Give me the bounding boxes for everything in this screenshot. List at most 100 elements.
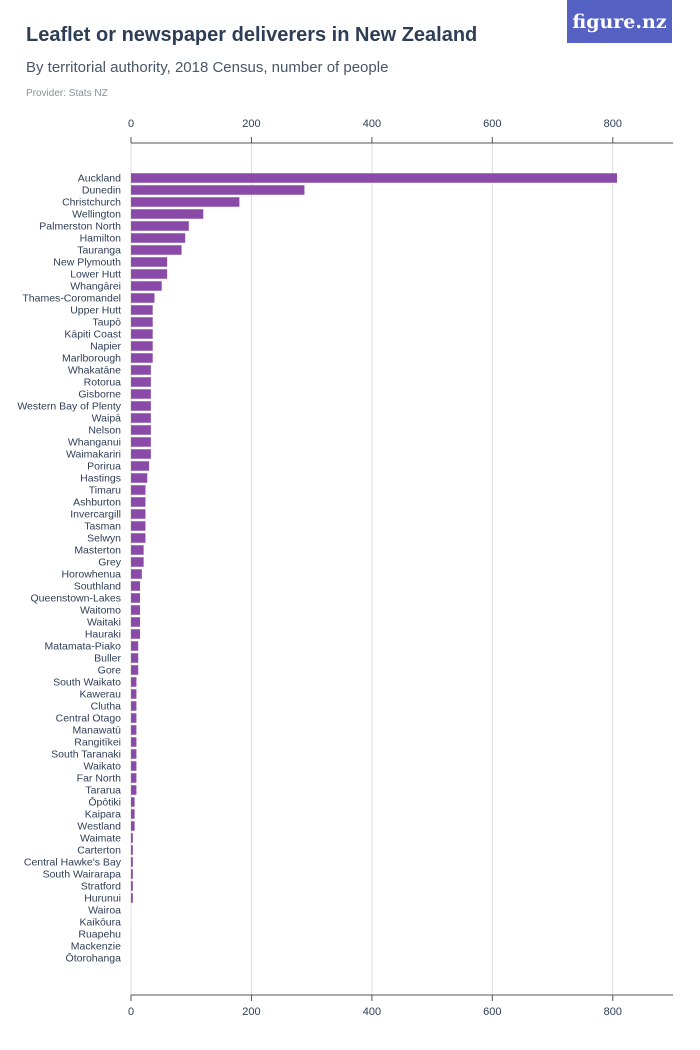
bar <box>131 413 151 423</box>
bar <box>131 497 146 507</box>
bar <box>131 437 151 447</box>
category-label: Wellington <box>72 209 121 221</box>
bar <box>131 797 135 807</box>
category-label: Westland <box>77 821 121 833</box>
bar <box>131 821 135 831</box>
category-label: Hurunui <box>84 893 121 905</box>
category-label: Lower Hutt <box>70 269 121 281</box>
category-label: Manawatū <box>73 725 122 737</box>
category-label: Marlborough <box>62 353 121 365</box>
category-label: Ōtorohanga <box>66 953 122 965</box>
category-label: Whakatāne <box>68 365 121 377</box>
category-label: Masterton <box>74 545 121 557</box>
category-label: Matamata-Piako <box>45 641 122 653</box>
category-label: Selwyn <box>87 533 121 545</box>
category-label: Invercargill <box>70 509 121 521</box>
bar <box>131 389 151 399</box>
chart-subtitle: By territorial authority, 2018 Census, n… <box>26 59 389 76</box>
category-label: Hastings <box>80 473 121 485</box>
bar <box>131 605 141 615</box>
bar <box>131 425 151 435</box>
bar <box>131 701 137 711</box>
bar <box>131 341 153 351</box>
category-label: Hamilton <box>80 233 122 245</box>
bar <box>131 569 142 579</box>
top-axis-tick-label: 400 <box>363 118 381 130</box>
category-label: Whanganui <box>68 437 121 449</box>
bar <box>131 221 189 231</box>
category-label: Buller <box>94 653 121 665</box>
category-label: Central Otago <box>56 713 122 725</box>
bar <box>131 593 141 603</box>
category-label: Palmerston North <box>39 221 121 233</box>
bar <box>131 377 151 387</box>
category-label: Horowhenua <box>61 569 121 581</box>
bar <box>131 173 617 183</box>
bar <box>131 893 133 903</box>
category-label: South Taranaki <box>51 749 121 761</box>
bar <box>131 545 144 555</box>
top-axis-tick-label: 0 <box>128 118 134 130</box>
bar <box>131 269 168 279</box>
category-label: Hauraki <box>85 629 121 641</box>
category-label: Gore <box>98 665 122 677</box>
category-label: Southland <box>74 581 121 593</box>
category-label: Kaipara <box>85 809 121 821</box>
bar <box>131 209 204 219</box>
bar <box>131 857 133 867</box>
provider-note: Provider: Stats NZ <box>26 88 108 99</box>
category-label: Ōpōtiki <box>88 797 121 809</box>
bottom-axis-tick-label: 0 <box>128 1006 134 1018</box>
category-label: Far North <box>77 773 122 785</box>
category-label: Carterton <box>77 845 121 857</box>
bar <box>131 785 137 795</box>
category-label: Tararua <box>85 785 121 797</box>
category-label: Upper Hutt <box>70 305 121 317</box>
bar <box>131 881 133 891</box>
category-label: Taupō <box>92 317 121 329</box>
bottom-axis-tick-label: 200 <box>242 1006 260 1018</box>
category-label: Waimakariri <box>66 449 121 461</box>
top-axis-tick-label: 800 <box>604 118 622 130</box>
bar <box>131 629 141 639</box>
bar <box>131 317 153 327</box>
category-label: Clutha <box>91 701 122 713</box>
bar <box>131 557 144 567</box>
category-label: Queenstown-Lakes <box>31 593 121 605</box>
category-label: Waimate <box>80 833 121 845</box>
category-label: Waikato <box>83 761 121 773</box>
category-label: Timaru <box>89 485 121 497</box>
bar <box>131 809 135 819</box>
figure-nz-logo[interactable]: figure.nz <box>567 0 672 43</box>
bar <box>131 245 182 255</box>
category-label: Gisborne <box>78 389 121 401</box>
category-label: Tauranga <box>77 245 121 257</box>
bar <box>131 677 137 687</box>
bar <box>131 293 155 303</box>
category-label: Ruapehu <box>78 929 121 941</box>
bar <box>131 617 141 627</box>
bar <box>131 353 153 363</box>
top-axis-tick-label: 600 <box>483 118 501 130</box>
bar <box>131 725 137 735</box>
category-label: Rangitīkei <box>74 737 121 749</box>
bar <box>131 509 146 519</box>
bar <box>131 185 305 195</box>
category-label: Tasman <box>84 521 121 533</box>
category-label: Waipā <box>92 413 122 425</box>
bar <box>131 665 139 675</box>
bottom-axis-tick-label: 800 <box>604 1006 622 1018</box>
bar <box>131 713 137 723</box>
category-label: Wairoa <box>88 905 121 917</box>
category-label: Thames-Coromandel <box>22 293 121 305</box>
category-label: Porirua <box>87 461 121 473</box>
bar <box>131 761 137 771</box>
category-label: Waitomo <box>80 605 121 617</box>
bottom-axis-tick-label: 600 <box>483 1006 501 1018</box>
bar <box>131 641 139 651</box>
bar <box>131 365 151 375</box>
bar <box>131 689 137 699</box>
category-label: South Wairarapa <box>43 869 122 881</box>
bar <box>131 461 150 471</box>
